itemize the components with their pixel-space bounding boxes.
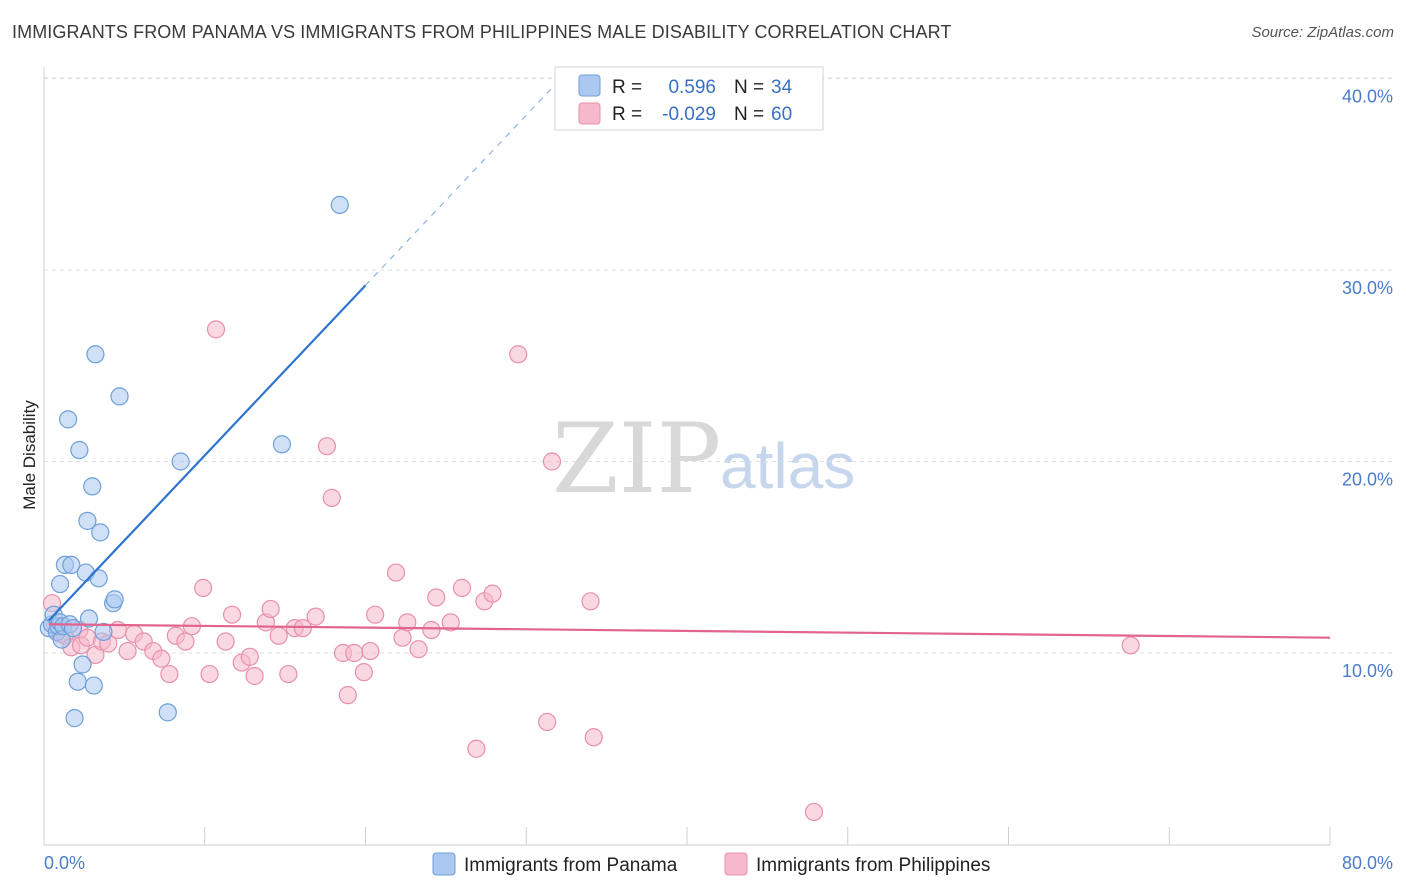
philippines-point-35: [306, 607, 325, 626]
legend-r-value-philippines: -0.029: [662, 104, 716, 125]
trend-line-philippines: [48, 623, 1331, 639]
philippines-point-49: [427, 588, 446, 607]
watermark-zip: ZIP: [552, 403, 721, 515]
panama-point-30: [158, 703, 177, 722]
panama-point-21: [83, 477, 102, 496]
panama-point-32: [272, 435, 292, 454]
legend-swatch-panama: [578, 74, 601, 97]
philippines-point-40: [345, 643, 364, 663]
philippines-point-57: [542, 452, 562, 471]
panama-point-13: [63, 619, 83, 638]
chart-title: IMMIGRANTS FROM PANAMA VS IMMIGRANTS FRO…: [12, 22, 952, 42]
panama-point-17: [73, 655, 92, 674]
philippines-point-44: [386, 563, 406, 582]
trend-lines: [48, 80, 1331, 639]
philippines-point-23: [206, 320, 226, 339]
philippines-point-43: [366, 605, 385, 624]
panama-point-6: [50, 574, 70, 594]
panama-point-24: [89, 569, 108, 588]
philippines-point-31: [269, 626, 288, 645]
philippines-point-60: [804, 802, 824, 822]
philippines-point-55: [509, 345, 528, 364]
philippines-point-58: [581, 592, 600, 611]
panama-point-10: [59, 410, 78, 429]
philippines-point-24: [216, 632, 235, 651]
philippines-point-17: [160, 664, 179, 684]
philippines-point-39: [338, 686, 357, 705]
panama-point-15: [68, 672, 87, 691]
philippines-point-45: [393, 628, 412, 647]
series-legend: Immigrants from Panama Immigrants from P…: [432, 852, 990, 876]
y-tick-labels: 10.0% 20.0% 30.0% 40.0%: [1342, 87, 1393, 682]
panama-point-19: [78, 511, 97, 530]
philippines-point-51: [452, 578, 472, 597]
x-tick-label-min: 0.0%: [44, 853, 85, 873]
legend-r-label-philippines: R =: [612, 104, 642, 125]
panama-point-14: [65, 709, 84, 728]
philippines-point-52: [467, 739, 486, 758]
bottom-legend-label-panama: Immigrants from Panama: [464, 855, 678, 876]
bottom-legend-swatch-philippines: [724, 852, 748, 876]
panama-point-25: [91, 523, 110, 542]
panama-point-23: [86, 345, 105, 364]
philippines-point-36: [317, 437, 337, 456]
philippines-point-48: [422, 620, 441, 640]
philippines-point-37: [322, 488, 341, 507]
philippines-point-56: [538, 712, 557, 732]
philippines-point-46: [398, 613, 417, 632]
philippines-point-19: [176, 632, 195, 651]
trend-line-panama-extension: [365, 80, 559, 286]
panama-point-28: [105, 590, 124, 609]
watermark-atlas: atlas: [720, 430, 855, 502]
philippines-point-54: [483, 584, 502, 603]
legend-n-label-panama: N =: [734, 77, 764, 98]
panama-point-20: [79, 609, 99, 628]
y-tick-label-20: 20.0%: [1342, 470, 1393, 490]
trend-line-panama: [48, 284, 367, 622]
philippines-point-22: [200, 664, 219, 684]
legend-r-label-panama: R =: [612, 77, 642, 98]
philippines-point-42: [361, 641, 380, 661]
philippines-points: [42, 320, 1140, 822]
philippines-point-28: [245, 666, 264, 686]
axes: [43, 67, 1331, 846]
bottom-legend-swatch-panama: [432, 852, 456, 876]
philippines-point-59: [584, 728, 603, 747]
legend-n-label-philippines: N =: [734, 104, 764, 125]
panama-point-22: [84, 676, 103, 695]
panama-point-26: [94, 622, 113, 642]
philippines-point-27: [240, 647, 259, 666]
philippines-point-21: [194, 578, 213, 597]
philippines-point-12: [118, 641, 137, 661]
panama-point-12: [62, 555, 81, 575]
y-tick-label-10: 10.0%: [1342, 661, 1393, 681]
legend-n-value-philippines: 60: [771, 104, 792, 125]
panama-point-16: [70, 440, 89, 460]
grid: [44, 77, 1393, 654]
panama-point-33: [330, 195, 349, 214]
legend-r-value-panama: 0.596: [668, 77, 716, 98]
y-axis-label: Male Disability: [20, 400, 39, 510]
philippines-point-41: [354, 663, 373, 682]
philippines-point-25: [222, 605, 242, 624]
y-tick-label-30: 30.0%: [1342, 278, 1393, 298]
x-tick-label-max: 80.0%: [1342, 853, 1393, 873]
philippines-point-32: [279, 664, 298, 684]
source-label: Source: ZipAtlas.com: [1251, 24, 1394, 41]
philippines-point-61: [1121, 636, 1140, 655]
legend-swatch-philippines: [578, 102, 601, 125]
philippines-point-47: [409, 640, 428, 659]
philippines-point-16: [152, 649, 171, 668]
philippines-point-50: [441, 613, 460, 632]
y-tick-label-40: 40.0%: [1342, 87, 1393, 107]
panama-point-31: [171, 452, 190, 471]
philippines-point-30: [261, 599, 280, 619]
panama-point-29: [110, 387, 129, 406]
panama-points: [39, 195, 349, 728]
legend-n-value-panama: 34: [771, 77, 793, 98]
stats-legend: R = 0.596 N = 34 R = -0.029 N = 60: [554, 66, 824, 131]
bottom-legend-label-philippines: Immigrants from Philippines: [756, 855, 990, 876]
